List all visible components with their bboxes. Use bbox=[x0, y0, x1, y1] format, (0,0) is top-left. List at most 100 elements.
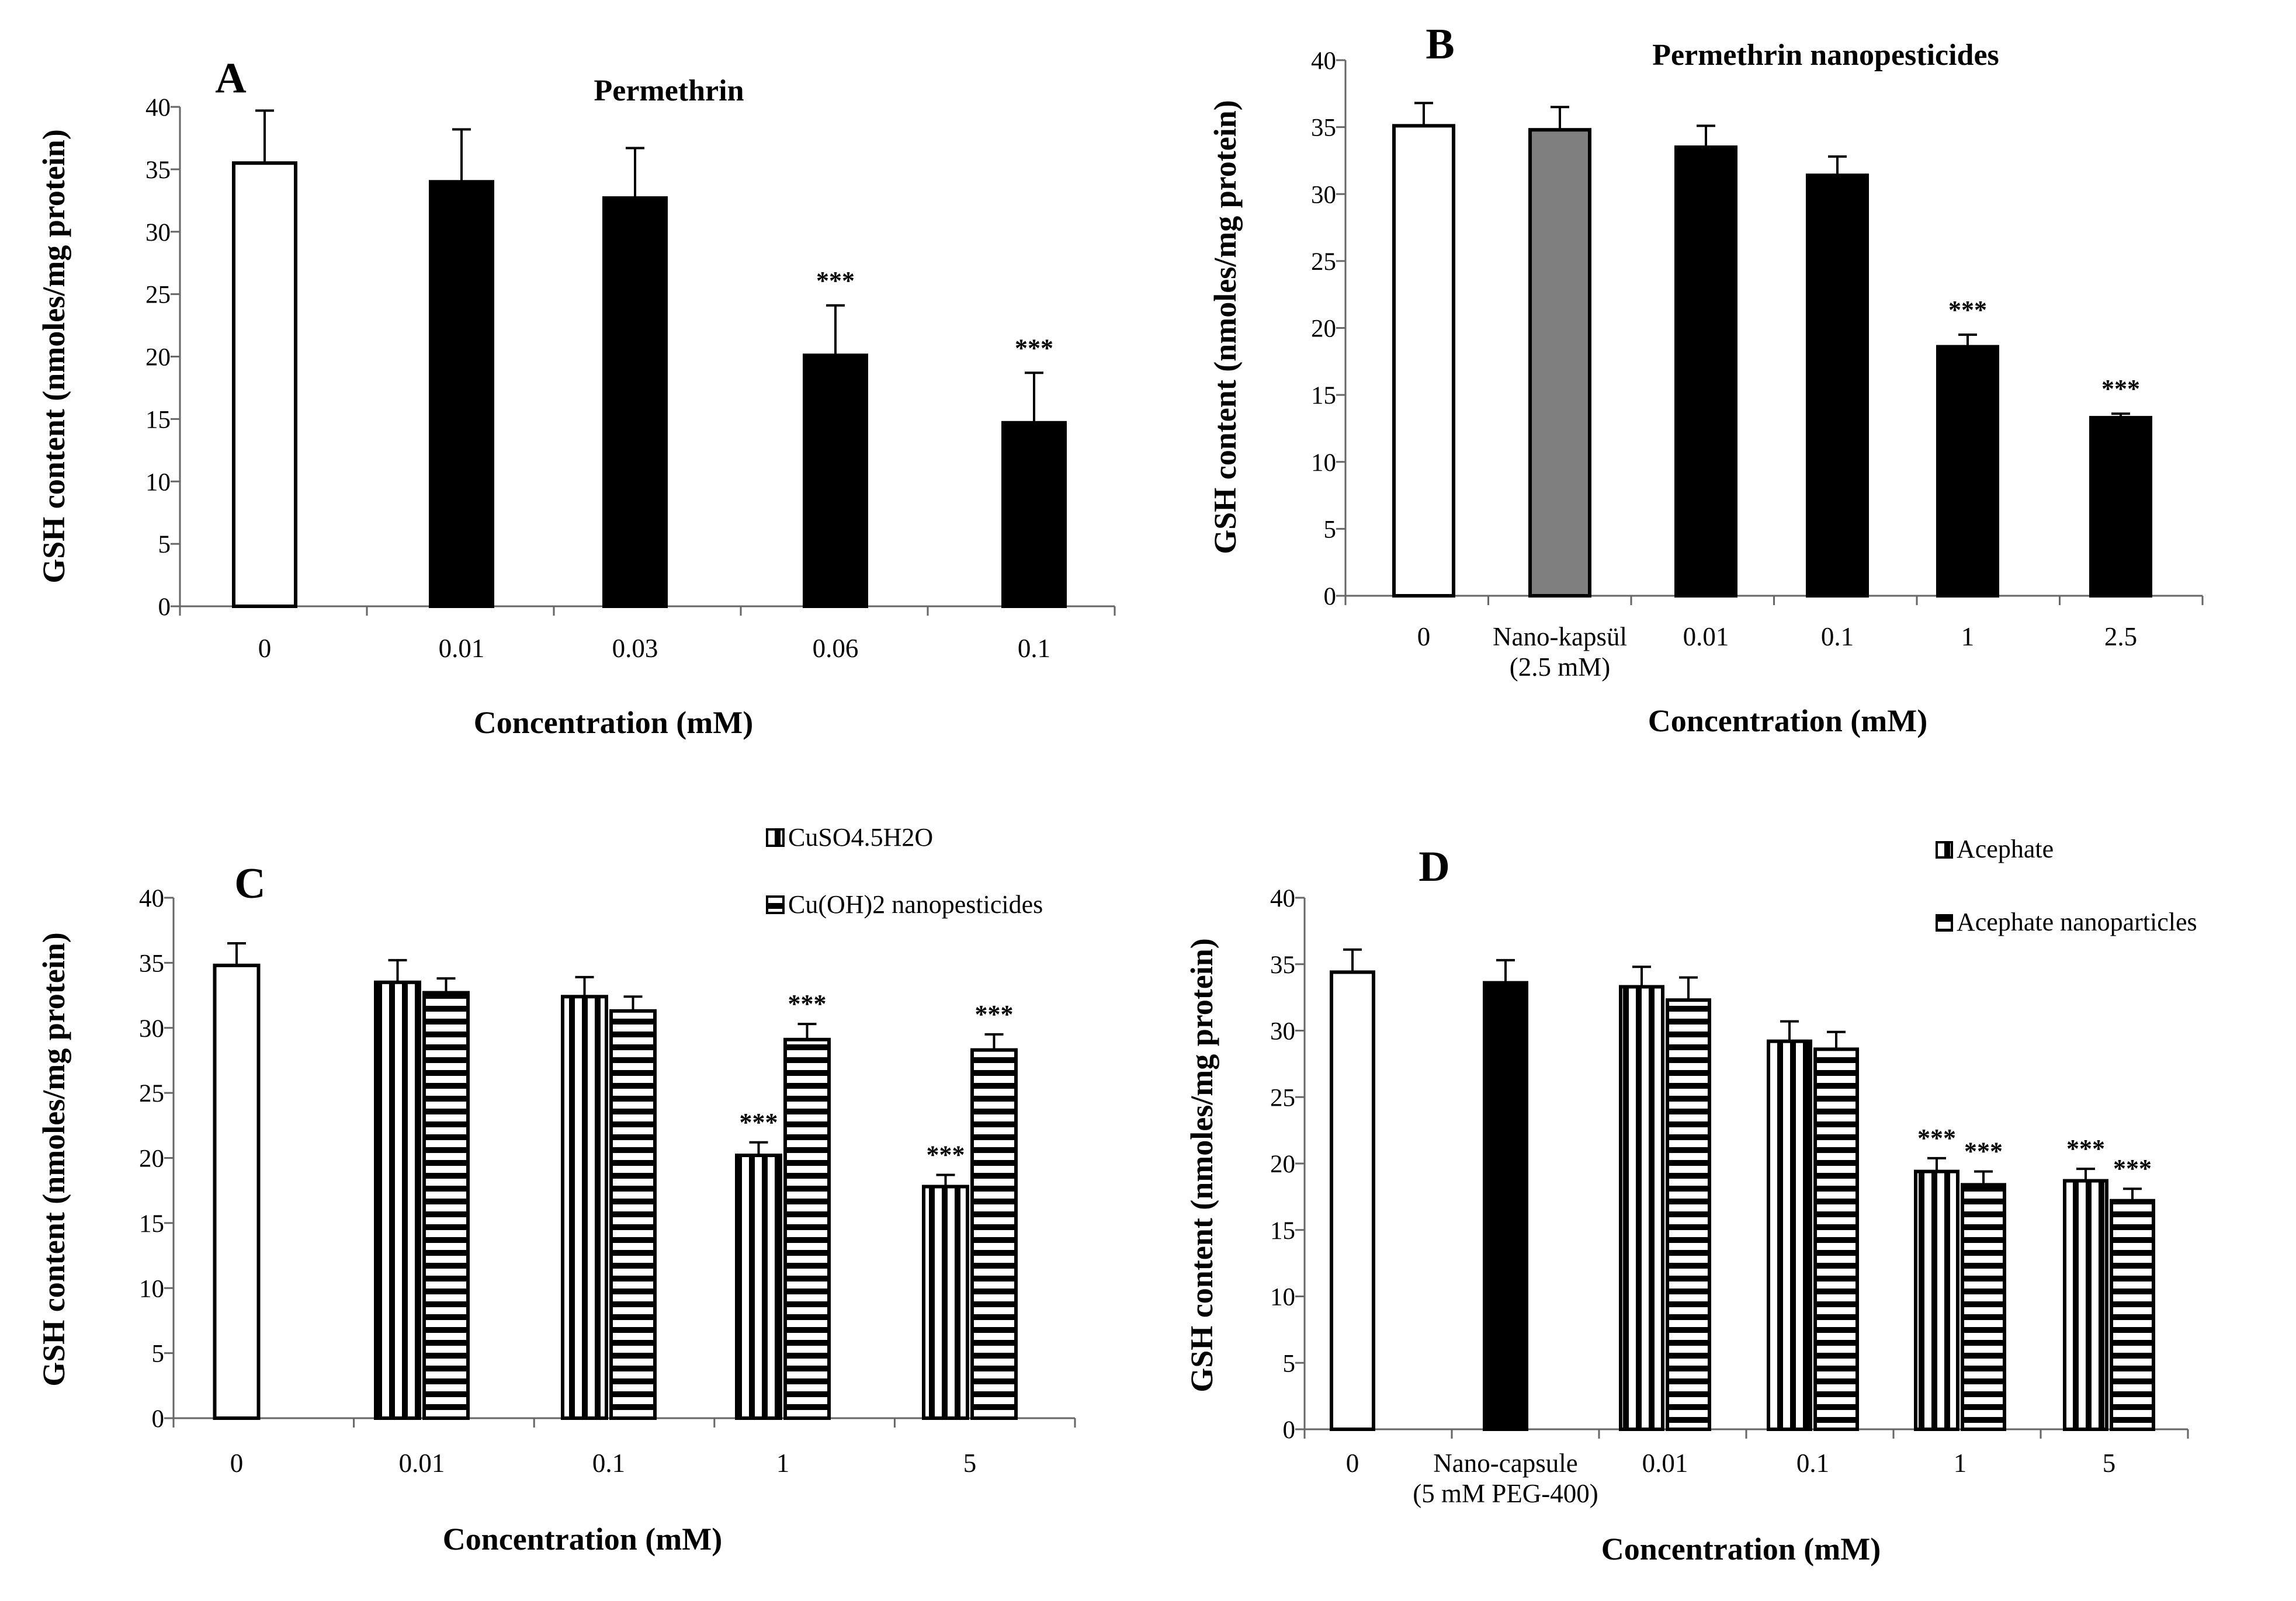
x-category-label: 0.1 bbox=[1018, 634, 1050, 663]
significance-marker: *** bbox=[2066, 1134, 2105, 1163]
y-tick-label: 25 bbox=[139, 1080, 164, 1107]
y-tick-label: 20 bbox=[139, 1145, 164, 1173]
y-tick-label: 5 bbox=[1283, 1350, 1296, 1377]
x-category-label: 0 bbox=[1417, 622, 1431, 651]
bar bbox=[374, 980, 421, 1420]
y-tick-label: 35 bbox=[1311, 114, 1336, 142]
y-tick-label: 40 bbox=[1270, 885, 1295, 912]
x-category-label: 5 bbox=[963, 1449, 977, 1478]
y-tick-label: 30 bbox=[1270, 1018, 1295, 1046]
bar bbox=[1619, 985, 1664, 1432]
bar bbox=[602, 196, 668, 609]
legend-label: Acephate nanoparticles bbox=[1957, 908, 2197, 936]
legend: Acephate Acephate nanoparticles bbox=[1936, 835, 2197, 936]
chart-title: Permethrin bbox=[594, 74, 744, 107]
significance-marker: *** bbox=[2101, 374, 2140, 403]
significance-marker: *** bbox=[1015, 334, 1053, 362]
x-category-label: (2.5 mM) bbox=[1510, 652, 1611, 682]
bar bbox=[1936, 345, 1999, 598]
x-category-label: 0.01 bbox=[399, 1449, 445, 1478]
bar bbox=[1674, 145, 1737, 598]
panel-label: C bbox=[234, 860, 265, 908]
y-tick-label: 5 bbox=[152, 1340, 165, 1368]
y-axis-label: GSH content (nmoles/mg protein) bbox=[1208, 100, 1243, 554]
legend-label: CuSO4.5H2O bbox=[788, 823, 933, 852]
panel-label: A bbox=[215, 54, 246, 102]
x-category-label: (5 mM PEG-400) bbox=[1413, 1479, 1598, 1508]
x-category-label: 0.06 bbox=[813, 634, 859, 663]
bar bbox=[1528, 128, 1591, 598]
legend-swatch bbox=[766, 828, 785, 847]
y-tick-label: 25 bbox=[1311, 248, 1336, 276]
y-tick-label: 15 bbox=[139, 1210, 164, 1238]
significance-marker: *** bbox=[2113, 1154, 2152, 1183]
y-tick-label: 40 bbox=[1311, 47, 1336, 75]
legend-label: Acephate bbox=[1957, 835, 2054, 863]
y-tick-label: 0 bbox=[152, 1405, 165, 1433]
x-category-label: Nano-capsule bbox=[1433, 1449, 1577, 1478]
y-tick-label: 10 bbox=[1270, 1284, 1295, 1311]
x-axis-label: Concentration (mM) bbox=[1648, 703, 1927, 738]
bar bbox=[1483, 981, 1528, 1431]
chart-title: Permethrin nanopesticides bbox=[1652, 39, 1999, 72]
y-tick-label: 10 bbox=[139, 1275, 164, 1303]
bar bbox=[1806, 173, 1869, 598]
bar bbox=[803, 353, 868, 608]
bar bbox=[783, 1037, 831, 1420]
y-tick-label: 30 bbox=[1311, 181, 1336, 209]
bar bbox=[970, 1048, 1018, 1421]
bar bbox=[609, 1009, 657, 1420]
significance-marker: *** bbox=[975, 1000, 1014, 1029]
bar bbox=[1813, 1047, 1859, 1431]
significance-marker: *** bbox=[816, 266, 855, 295]
bar bbox=[232, 161, 297, 608]
y-tick-label: 10 bbox=[1311, 449, 1336, 477]
bar bbox=[2110, 1199, 2155, 1431]
x-axis-label: Concentration (mM) bbox=[443, 1522, 722, 1557]
x-category-label: 0 bbox=[1346, 1449, 1359, 1478]
y-tick-label: 25 bbox=[1270, 1084, 1295, 1112]
x-axis-label: Concentration (mM) bbox=[1601, 1531, 1881, 1567]
x-axis-label: Concentration (mM) bbox=[474, 705, 753, 740]
significance-marker: *** bbox=[1948, 296, 1987, 324]
bar bbox=[922, 1185, 969, 1420]
significance-marker: *** bbox=[1917, 1124, 1956, 1152]
y-tick-label: 0 bbox=[1324, 583, 1337, 610]
y-tick-label: 10 bbox=[145, 468, 171, 496]
y-tick-label: 20 bbox=[1311, 315, 1336, 343]
x-category-label: 5 bbox=[2103, 1449, 2116, 1478]
x-category-label: 1 bbox=[1954, 1449, 1967, 1478]
significance-marker: *** bbox=[1964, 1137, 2003, 1166]
bar bbox=[1961, 1183, 2006, 1432]
legend: CuSO4.5H2O Cu(OH)2 nanopesticides bbox=[766, 823, 1043, 919]
chart-panel-c: 0 5 10 15 20 25 30 35 40 0 0.01 0.1 *** *** 1 *** *** 5 C C… bbox=[36, 823, 1076, 1557]
y-axis-label: GSH content (nmoles/mg protein) bbox=[1184, 938, 1219, 1392]
y-tick-label: 0 bbox=[158, 593, 171, 621]
y-tick-label: 5 bbox=[1324, 516, 1337, 543]
y-tick-label: 40 bbox=[145, 94, 171, 121]
y-tick-label: 15 bbox=[145, 406, 171, 433]
x-category-label: 1 bbox=[776, 1449, 790, 1478]
y-tick-label: 15 bbox=[1270, 1217, 1295, 1245]
y-tick-label: 40 bbox=[139, 885, 164, 912]
y-tick-label: 20 bbox=[1270, 1151, 1295, 1178]
x-category-label: 1 bbox=[1961, 622, 1975, 651]
x-category-label: 0 bbox=[230, 1449, 244, 1478]
bar bbox=[561, 995, 608, 1421]
y-tick-label: 15 bbox=[1311, 382, 1336, 409]
bar bbox=[1001, 421, 1067, 608]
chart-panel-b: 0 5 10 15 20 25 30 35 40 0 Nano-kapsül(2.5 mM) 0.01… bbox=[1208, 20, 2204, 738]
x-category-label: Nano-kapsül bbox=[1493, 622, 1627, 651]
bar bbox=[429, 180, 494, 608]
panel-label: B bbox=[1426, 20, 1454, 68]
panel-label: D bbox=[1418, 843, 1449, 891]
y-tick-label: 35 bbox=[145, 157, 171, 184]
significance-marker: *** bbox=[740, 1108, 778, 1137]
legend-swatch bbox=[1936, 914, 1953, 932]
bar bbox=[213, 963, 261, 1420]
x-category-label: 0.01 bbox=[1642, 1449, 1688, 1478]
legend-swatch bbox=[766, 895, 785, 914]
y-tick-label: 5 bbox=[158, 531, 171, 558]
y-axis-label: GSH content (nmoles/mg protein) bbox=[36, 932, 71, 1386]
